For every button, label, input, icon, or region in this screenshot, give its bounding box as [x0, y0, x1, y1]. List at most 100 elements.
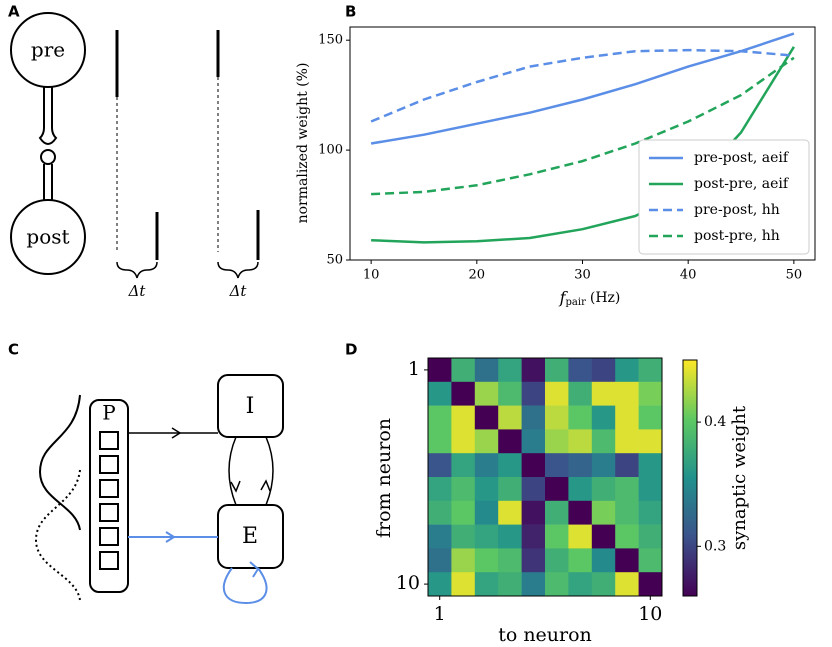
heatmap-cell [591, 381, 616, 406]
y-tick-label: 50 [326, 253, 343, 268]
heatmap-cell [568, 524, 593, 549]
colorbar-tick-label: 0.3 [704, 538, 726, 554]
panel-label: B [345, 3, 356, 21]
heatmap-cell [474, 500, 499, 525]
legend-label: pre-post, aeif [694, 150, 790, 166]
heatmap-cell [474, 405, 499, 430]
heatmap-cell [498, 500, 522, 525]
heatmap-cell [521, 429, 546, 454]
heatmap-cell [521, 405, 546, 430]
delta-t: Δt [229, 282, 248, 300]
heatmap-cell [521, 500, 546, 525]
y-tick-label: 150 [318, 33, 343, 48]
node-label: E [242, 524, 258, 549]
node-label: P [102, 401, 115, 425]
heatmap-cell [428, 524, 452, 549]
heatmap-cell [568, 358, 593, 383]
heatmap-cell [451, 429, 476, 454]
y-tick-label: 10 [396, 572, 420, 594]
heatmap-cell [428, 500, 452, 525]
heatmap-cell [615, 405, 639, 430]
heatmap-cell [474, 572, 499, 597]
heatmap-cell [615, 358, 639, 383]
panel-label: D [345, 341, 357, 359]
heatmap-cell [428, 405, 452, 430]
heatmap-cell [591, 453, 616, 478]
heatmap-cell [615, 524, 639, 549]
heatmap-cell [545, 358, 569, 383]
heatmap-cell [521, 477, 546, 502]
legend-box [638, 139, 810, 255]
heatmap-cell [451, 405, 476, 430]
y-axis-label: from neuron [373, 418, 395, 538]
heatmap-cell [615, 453, 639, 478]
heatmap-cell [545, 500, 569, 525]
neuron-label: post [26, 225, 69, 249]
heatmap-cell [451, 548, 476, 573]
heatmap-cell [498, 358, 522, 383]
heatmap-cell [428, 429, 452, 454]
colorbar-tick-label: 0.4 [704, 414, 726, 430]
neuron-diagram [10, 12, 86, 275]
legend-label: pre-post, hh [694, 202, 780, 218]
heatmap-cell [521, 358, 546, 383]
data-line [370, 32, 795, 145]
heatmap-cell [521, 572, 546, 597]
x-tick-label: 50 [786, 268, 803, 283]
heatmap-cell [498, 524, 522, 549]
heatmap-cell [451, 500, 476, 525]
heatmap-cell [568, 405, 593, 430]
heatmap-cell [568, 500, 593, 525]
spike-trains [115, 30, 260, 279]
x-tick-label: 10 [638, 603, 662, 625]
heatmap-cell [638, 381, 663, 406]
heatmap-cell [428, 453, 452, 478]
heatmap-cell [428, 572, 452, 597]
heatmap-cell [451, 524, 476, 549]
legend-label: post-pre, hh [694, 228, 780, 244]
heatmap-cell [428, 358, 452, 383]
heatmap-cell [498, 405, 522, 430]
x-tick-label: 30 [574, 268, 591, 283]
heatmap-cell [638, 453, 663, 478]
heatmap-cell [591, 548, 616, 573]
heatmap-cell [638, 358, 663, 383]
heatmap-cell [451, 453, 476, 478]
heatmap-cell [568, 477, 593, 502]
panel-label: A [8, 3, 20, 21]
colorbar [682, 359, 698, 597]
heatmap-cell [615, 429, 639, 454]
colorbar-label: synaptic weight [729, 405, 750, 550]
heatmap-cell [638, 477, 663, 502]
heatmap-cell [615, 477, 639, 502]
heatmap-cell [474, 548, 499, 573]
heatmap-cell [591, 477, 616, 502]
delta-t: Δt [128, 282, 147, 300]
heatmap-cell [568, 381, 593, 406]
excitatory-input [128, 531, 268, 605]
heatmap-cell [498, 572, 522, 597]
heatmap-cell [638, 429, 663, 454]
heatmap-cell [638, 524, 663, 549]
network-diagram [34, 374, 284, 601]
heatmap-cell [474, 524, 499, 549]
heatmap-cell [521, 524, 546, 549]
heatmap-cell [545, 405, 569, 430]
heatmap-cell [521, 453, 546, 478]
heatmap-cell [521, 548, 546, 573]
data-line [370, 48, 795, 123]
heatmap-cell [591, 405, 616, 430]
heatmap-frame [427, 357, 663, 597]
heatmap-cell [428, 477, 452, 502]
heatmap-cell [474, 477, 499, 502]
heatmap-cell [545, 429, 569, 454]
heatmap-cell [474, 358, 499, 383]
heatmap-cell [428, 548, 452, 573]
heatmap-cell [568, 548, 593, 573]
heatmap-cell [451, 572, 476, 597]
heatmap-cell [638, 548, 663, 573]
heatmap-cell [521, 381, 546, 406]
heatmap-cell [568, 572, 593, 597]
x-tick-label: 10 [363, 268, 380, 283]
heatmap-cell [498, 453, 522, 478]
